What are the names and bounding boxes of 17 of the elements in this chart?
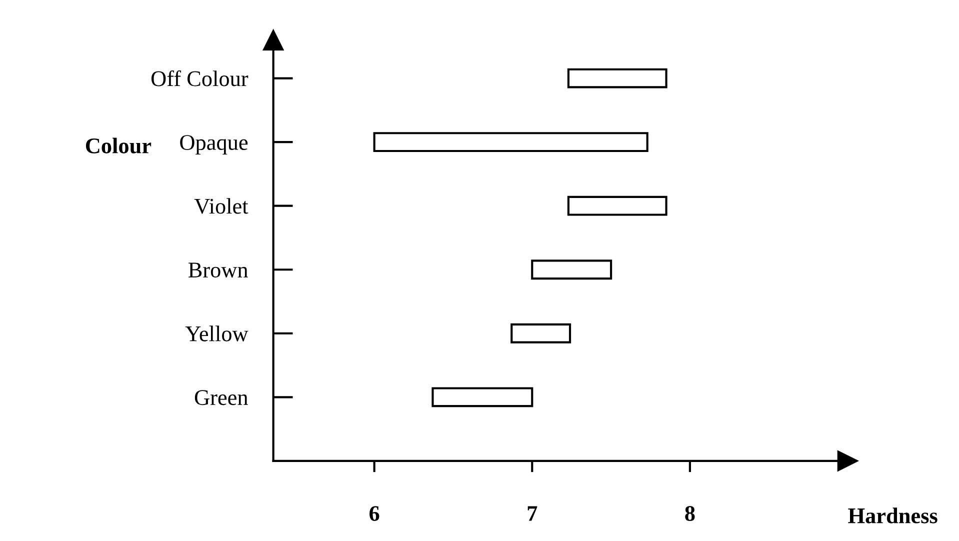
y-tick-label: Opaque bbox=[180, 135, 248, 155]
bar bbox=[432, 387, 534, 408]
bar bbox=[510, 323, 572, 344]
y-tick-label: Yellow bbox=[185, 326, 248, 342]
x-tick-label: 7 bbox=[528, 506, 538, 521]
x-tick-label: 6 bbox=[370, 506, 380, 522]
bar bbox=[373, 132, 648, 152]
bar bbox=[567, 68, 668, 88]
y-tick-label: Off Colour bbox=[151, 70, 248, 86]
y-axis-title: Colour bbox=[86, 138, 152, 154]
y-tick-label: Brown bbox=[188, 262, 248, 278]
bar bbox=[531, 260, 612, 280]
x-tick-label: 8 bbox=[685, 506, 695, 522]
y-tick-label: Green bbox=[194, 390, 248, 406]
y-tick-label: Violet bbox=[194, 198, 248, 214]
x-axis-title: Hardness bbox=[848, 508, 938, 524]
bar bbox=[567, 196, 668, 216]
